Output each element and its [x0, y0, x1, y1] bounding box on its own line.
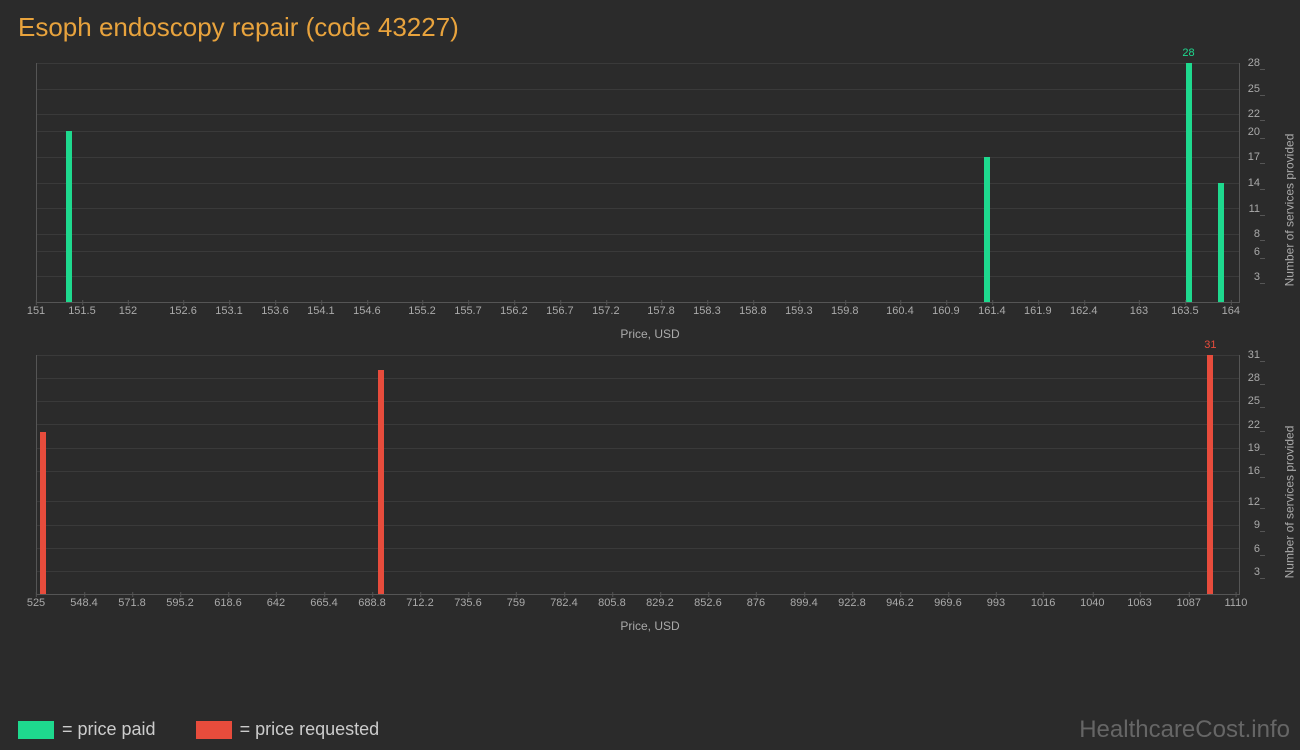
- bar: [1186, 63, 1192, 302]
- chart-paid: 28 151151.5152152.6153.1153.6154.1154.61…: [18, 63, 1282, 343]
- y-axis-label-2: Number of services provided: [1283, 426, 1297, 579]
- plot-area-2: 31: [36, 355, 1240, 595]
- bar: [66, 131, 72, 302]
- legend-item-requested: = price requested: [196, 719, 380, 740]
- y-axis-label-1: Number of services provided: [1283, 134, 1297, 287]
- bar-label: 31: [1204, 339, 1216, 351]
- watermark: HealthcareCost.info: [1079, 716, 1290, 744]
- bar: [1207, 355, 1213, 594]
- bar: [40, 432, 46, 594]
- legend-swatch-requested: [196, 721, 232, 739]
- bar: [984, 157, 990, 302]
- bar-label: 28: [1182, 47, 1194, 59]
- bar: [1218, 183, 1224, 303]
- x-ticks-1: 151151.5152152.6153.1153.6154.1154.6155.…: [36, 305, 1240, 323]
- x-ticks-2: 525548.4571.8595.2618.6642665.4688.8712.…: [36, 597, 1240, 615]
- x-axis-label-1: Price, USD: [620, 327, 679, 341]
- legend-swatch-paid: [18, 721, 54, 739]
- legend-label-requested: = price requested: [240, 719, 380, 740]
- chart-requested: 31 525548.4571.8595.2618.6642665.4688.87…: [18, 355, 1282, 635]
- legend-item-paid: = price paid: [18, 719, 156, 740]
- plot-area-1: 28: [36, 63, 1240, 303]
- legend-label-paid: = price paid: [62, 719, 156, 740]
- x-axis-label-2: Price, USD: [620, 619, 679, 633]
- y-ticks-2: 36912161922252831: [1240, 355, 1260, 595]
- y-ticks-1: 36811141720222528: [1240, 63, 1260, 303]
- bar: [378, 370, 384, 594]
- page-title: Esoph endoscopy repair (code 43227): [0, 0, 1300, 43]
- legend: = price paid = price requested: [18, 719, 379, 740]
